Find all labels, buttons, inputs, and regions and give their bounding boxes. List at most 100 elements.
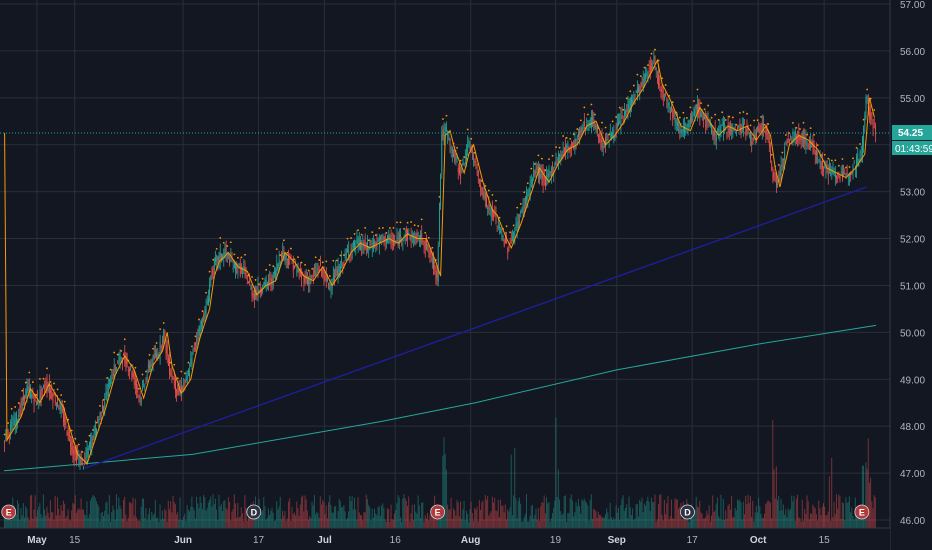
candle-body xyxy=(43,385,44,387)
volume-bar xyxy=(510,454,512,528)
volume-bar xyxy=(192,507,194,528)
volume-bar xyxy=(176,514,178,528)
earnings-event-icon[interactable]: E xyxy=(1,504,17,520)
volume-bar xyxy=(769,502,771,528)
candle-body xyxy=(91,435,93,449)
signal-dot xyxy=(74,437,77,440)
candle-body xyxy=(582,127,584,129)
volume-bar xyxy=(852,515,854,528)
volume-bar xyxy=(779,510,781,528)
candle-body xyxy=(866,97,868,99)
volume-bar xyxy=(431,507,433,528)
dividend-event-icon[interactable]: D xyxy=(246,504,262,520)
candle-body xyxy=(502,235,504,240)
signal-dot xyxy=(516,206,519,209)
candle-body xyxy=(513,232,515,242)
volume-bar xyxy=(197,503,199,528)
volume-bar xyxy=(772,420,774,528)
candle-body xyxy=(330,287,332,290)
volume-bar xyxy=(751,516,753,528)
candle-body xyxy=(677,122,678,126)
dividend-event-icon[interactable]: D xyxy=(680,504,695,520)
candle-body xyxy=(574,138,576,149)
signal-dot xyxy=(509,231,512,234)
volume-bar xyxy=(636,503,638,528)
volume-bar xyxy=(407,506,409,528)
volume-bar xyxy=(713,512,715,528)
candle-body xyxy=(304,277,306,283)
candle-body xyxy=(429,253,431,258)
volume-bar xyxy=(553,507,555,528)
candle-body xyxy=(77,453,79,458)
candle-body xyxy=(193,348,195,350)
volume-bar xyxy=(577,499,579,528)
signal-dot xyxy=(109,368,112,371)
candle-body xyxy=(799,136,801,140)
candle-body xyxy=(686,130,688,134)
signal-dot xyxy=(229,241,232,244)
volume-bar xyxy=(51,512,53,528)
volume-bar xyxy=(789,508,791,528)
candle-body xyxy=(316,269,318,271)
candle-body xyxy=(377,240,379,243)
signal-dot xyxy=(406,221,409,224)
volume-bar xyxy=(117,509,119,528)
candle-body xyxy=(24,395,26,402)
candle-body xyxy=(865,97,867,118)
candle-body xyxy=(233,261,235,268)
candle-body xyxy=(857,153,859,167)
candle-body xyxy=(672,109,674,118)
volume-bar xyxy=(766,502,768,528)
signal-dot xyxy=(498,216,501,219)
volume-bar xyxy=(341,507,343,528)
candle-body xyxy=(284,256,286,261)
earnings-event-icon[interactable]: E xyxy=(430,504,446,520)
candle-body xyxy=(801,137,803,140)
candle-body xyxy=(567,142,569,151)
candle-body xyxy=(361,245,363,247)
volume-bar xyxy=(371,509,373,528)
earnings-event-icon[interactable]: E xyxy=(854,504,870,520)
volume-bar xyxy=(218,494,220,528)
candle-body xyxy=(482,194,484,198)
candle-body xyxy=(70,443,71,447)
candle-body xyxy=(552,166,553,168)
candle-body xyxy=(652,64,654,70)
volume-bar xyxy=(11,519,13,528)
candle-body xyxy=(160,345,162,348)
volume-bar xyxy=(292,514,294,528)
signal-dot xyxy=(442,118,444,120)
candle-body xyxy=(679,131,681,133)
volume-bar xyxy=(855,515,857,528)
candle-body xyxy=(846,169,848,176)
volume-bar xyxy=(759,506,761,528)
candle-body xyxy=(642,78,644,88)
signal-dot xyxy=(717,119,720,121)
candle-body xyxy=(601,137,603,148)
volume-bar xyxy=(88,514,90,528)
volume-bar xyxy=(760,513,762,528)
candle-body xyxy=(344,251,346,258)
volume-bar xyxy=(592,518,594,528)
volume-bar xyxy=(445,469,447,528)
candle-body xyxy=(166,344,168,356)
volume-bar xyxy=(742,501,744,528)
candle-body xyxy=(277,263,279,270)
volume-bar xyxy=(141,498,143,528)
candle-body xyxy=(310,275,312,283)
volume-bar xyxy=(596,517,598,528)
volume-bar xyxy=(629,507,631,528)
candle-body xyxy=(73,450,75,459)
candle-body xyxy=(714,128,716,139)
volume-bar xyxy=(646,500,648,528)
candle-body xyxy=(869,112,870,116)
candle-body xyxy=(348,250,350,256)
signal-dot xyxy=(88,434,91,437)
signal-dot xyxy=(63,400,66,403)
signal-dot xyxy=(251,276,253,278)
volume-bar xyxy=(744,514,746,528)
volume-bar xyxy=(77,509,79,528)
candle-body xyxy=(14,419,16,429)
